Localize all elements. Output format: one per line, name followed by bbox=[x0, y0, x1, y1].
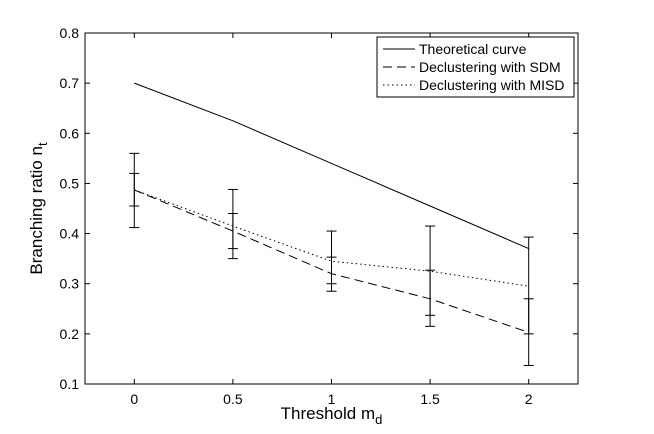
legend-entry-label: Declustering with SDM bbox=[419, 59, 561, 75]
legend-box bbox=[376, 36, 575, 98]
x-tick-label: 0 bbox=[130, 391, 138, 407]
y-tick-label: 0.3 bbox=[60, 276, 80, 292]
x-tick-label: 1.5 bbox=[420, 391, 440, 407]
plot-frame bbox=[84, 32, 579, 385]
x-axis-label: Threshold md bbox=[281, 404, 383, 427]
series-lines bbox=[134, 82, 529, 333]
series-line-dotted bbox=[134, 189, 529, 287]
y-tick-label: 0.2 bbox=[60, 326, 80, 342]
error-bars bbox=[129, 152, 534, 366]
x-tick-label: 0.5 bbox=[223, 391, 243, 407]
series-line-solid bbox=[134, 82, 529, 250]
y-tick-label: 0.1 bbox=[60, 376, 80, 392]
y-tick-label: 0.6 bbox=[60, 125, 80, 141]
y-axis-label-subscript: t bbox=[35, 142, 50, 146]
y-tick-label: 0.5 bbox=[60, 175, 80, 191]
x-tick-label: 1 bbox=[328, 391, 336, 407]
legend-entry-label: Declustering with MISD bbox=[419, 77, 565, 93]
y-tick-label: 0.8 bbox=[60, 25, 80, 41]
x-axis-label-subscript: d bbox=[375, 412, 382, 427]
series-line-dashed bbox=[134, 189, 529, 333]
y-axis-label: Branching ratio nt bbox=[27, 142, 50, 275]
y-tick-label: 0.4 bbox=[60, 226, 80, 242]
x-tick-label: 2 bbox=[525, 391, 533, 407]
axis-ticks: 0 0.5 1 1.5 2 0.1 0.2 0.3 0.4 0.5 0.6 0.7 0.8 bbox=[60, 25, 578, 407]
y-axis-label-main: Branching ratio n bbox=[27, 146, 46, 275]
legend: Theoretical curve Declustering with SDM De… bbox=[376, 36, 575, 98]
legend-entry-label: Theoretical curve bbox=[419, 41, 527, 57]
x-axis-label-main: Threshold m bbox=[281, 404, 375, 423]
y-tick-label: 0.7 bbox=[60, 75, 80, 91]
